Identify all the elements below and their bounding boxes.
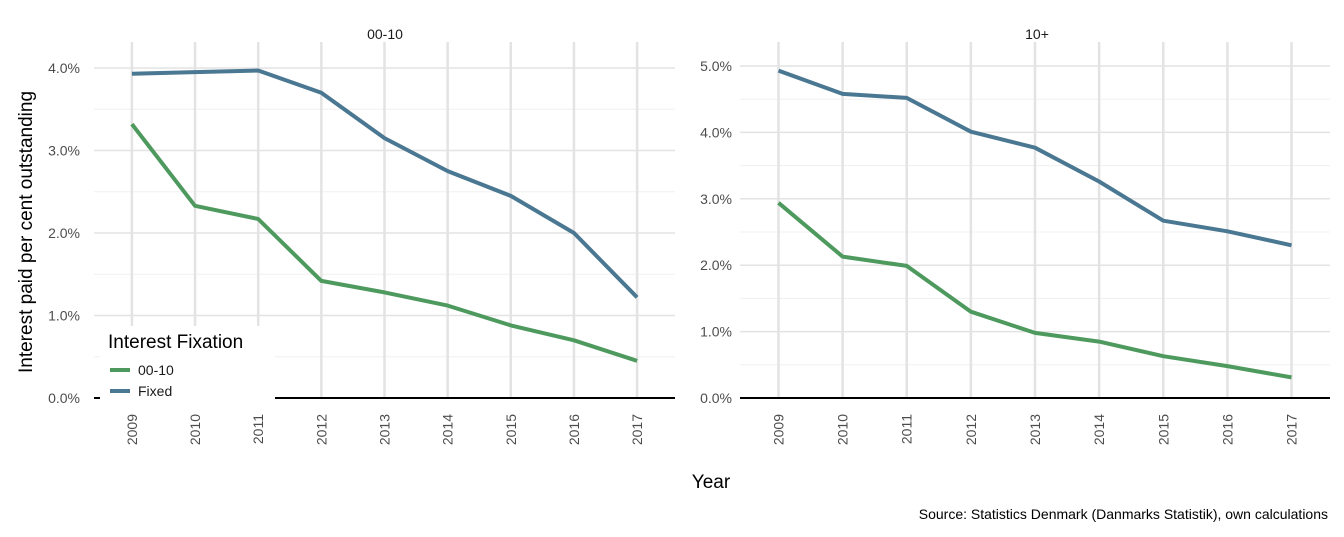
panel-title: 10+ — [1025, 26, 1049, 42]
series-line-fixed — [777, 68, 1292, 248]
x-tick-label: 2012 — [313, 414, 329, 445]
x-tick-label: 2009 — [770, 414, 786, 445]
panel-2: 0.0% 1.0% 2.0% 3.0% 4.0% 5.0% 2009 2010 2011 2012… — [700, 26, 1330, 445]
x-tick-label: 2017 — [1284, 414, 1300, 445]
caption: Source: Statistics Denmark (Danmarks Sta… — [919, 506, 1328, 522]
x-tick-label: 2013 — [377, 414, 393, 445]
series-line-00-10 — [777, 201, 1292, 380]
y-tick-label: 2.0% — [48, 225, 80, 241]
y-tick-label: 0.0% — [700, 390, 732, 406]
y-tick-label: 1.0% — [48, 308, 80, 324]
y-tick-label: 3.0% — [700, 191, 732, 207]
legend: Interest Fixation 00-10 Fixed — [100, 326, 275, 406]
x-tick-label: 2014 — [440, 414, 456, 445]
x-tick-label: 2015 — [1155, 414, 1171, 445]
panel-1: 0.0% 1.0% 2.0% 3.0% 4.0% 2009 2010 2011 2012 2013… — [48, 26, 675, 445]
x-tick-label: 2017 — [629, 414, 645, 445]
x-tick-label: 2010 — [835, 414, 851, 445]
y-tick-label: 4.0% — [48, 60, 80, 76]
x-tick-label: 2009 — [124, 414, 140, 445]
y-tick-label: 3.0% — [48, 143, 80, 159]
x-tick-label: 2015 — [503, 414, 519, 445]
y-tick-label: 1.0% — [700, 324, 732, 340]
legend-title: Interest Fixation — [108, 332, 243, 353]
x-tick-label: 2011 — [250, 414, 266, 444]
y-tick-label: 4.0% — [700, 124, 732, 140]
x-tick-label: 2016 — [566, 414, 582, 445]
panel-title: 00-10 — [367, 26, 403, 42]
x-tick-label: 2014 — [1091, 414, 1107, 445]
x-tick-label: 2011 — [899, 414, 915, 444]
x-tick-label: 2016 — [1219, 414, 1235, 445]
x-tick-label: 2012 — [963, 414, 979, 445]
series-line-fixed — [131, 68, 639, 299]
x-axis-title: Year — [692, 472, 731, 493]
series-line-00-10 — [130, 122, 638, 363]
y-tick-label: 0.0% — [48, 390, 80, 406]
x-tick-label: 2013 — [1027, 414, 1043, 445]
y-axis-title: Interest paid per cent outstanding — [16, 91, 37, 373]
legend-label-fixed: Fixed — [138, 383, 172, 399]
y-tick-label: 2.0% — [700, 257, 732, 273]
x-tick-label: 2010 — [187, 414, 203, 445]
y-tick-label: 5.0% — [700, 58, 732, 74]
legend-label-00-10: 00-10 — [138, 362, 174, 378]
